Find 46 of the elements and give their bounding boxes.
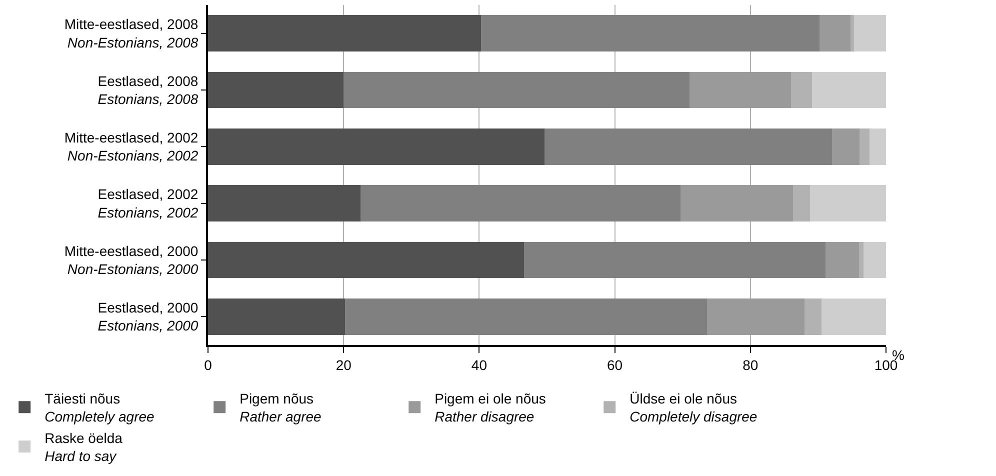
bar — [208, 298, 345, 335]
bar — [707, 298, 805, 335]
bar — [810, 185, 886, 222]
bar — [826, 242, 859, 278]
bar — [793, 185, 810, 222]
bar — [850, 15, 854, 52]
bar — [854, 15, 886, 52]
bar — [791, 72, 812, 108]
bar — [870, 128, 886, 165]
y-tick-label: Mitte-eestlased, 2008 Non-Estonians, 2008 — [64, 16, 198, 50]
legend-label: Üldse ei ole nõus Completely disagree — [630, 390, 758, 425]
y-tick-label: Eestlased, 2008 Estonians, 2008 — [98, 72, 198, 107]
x-tick-label: 80 — [742, 356, 758, 373]
x-tick-label: 0 — [204, 356, 212, 373]
y-tick-label: Mitte-eestlased, 2002 Non-Estonians, 2002 — [64, 129, 198, 164]
bar — [812, 72, 886, 108]
bar — [208, 128, 544, 165]
legend-label: Raske öelda Hard to say — [44, 430, 123, 464]
bar — [804, 298, 822, 335]
bar — [208, 185, 361, 222]
bar — [208, 15, 482, 52]
bar — [858, 242, 864, 278]
bar — [344, 72, 690, 108]
bar — [360, 185, 681, 222]
y-tick-label: Mitte-eestlased, 2000 Non-Estonians, 2000 — [64, 242, 198, 277]
y-tick-label: Eestlased, 2000 Estonians, 2000 — [98, 299, 198, 334]
legend-label: Täiesti nõus Completely agree — [44, 390, 155, 425]
bar — [208, 72, 344, 108]
bar — [680, 185, 794, 222]
x-tick-label: 20 — [336, 356, 352, 373]
bar — [481, 15, 820, 52]
bar — [860, 128, 870, 165]
bar — [208, 242, 524, 278]
bar — [524, 242, 826, 278]
legend-label: Pigem ei ole nõus Rather disagree — [434, 390, 546, 425]
bar — [822, 298, 886, 335]
legend-label: Pigem nõus Rather agree — [240, 390, 322, 425]
bar — [864, 242, 886, 278]
x-tick-label: 40 — [471, 356, 488, 373]
y-tick-label: Eestlased, 2002 Estonians, 2002 — [98, 186, 198, 220]
bar — [344, 298, 708, 335]
bar — [820, 15, 851, 52]
x-tick-label: 60 — [607, 356, 623, 373]
bar — [544, 128, 832, 165]
bar — [832, 128, 860, 165]
bar — [689, 72, 792, 108]
